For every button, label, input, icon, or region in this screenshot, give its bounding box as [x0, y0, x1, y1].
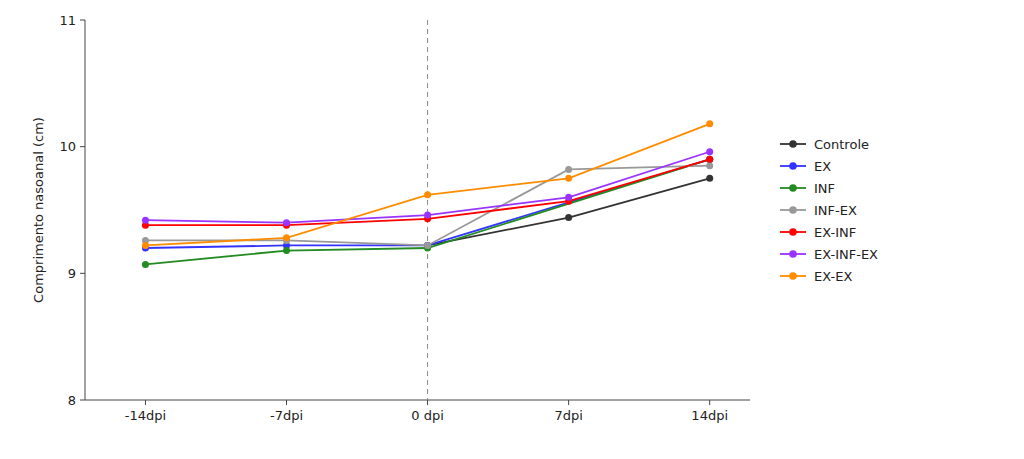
x-tick [568, 400, 569, 405]
series-line [145, 124, 709, 246]
series-line [145, 166, 709, 246]
legend-label: INF [814, 181, 835, 196]
series-point [706, 120, 713, 127]
series-line [145, 159, 709, 248]
y-tick-label: 11 [59, 13, 76, 28]
x-tick-label: 7dpi [554, 408, 582, 423]
legend-marker [789, 250, 797, 258]
series-point [706, 162, 713, 169]
series-1 [142, 156, 713, 252]
series-4 [142, 156, 713, 229]
y-tick-label: 9 [68, 266, 76, 281]
series-2 [142, 156, 713, 268]
series-5 [142, 148, 713, 226]
series-point [565, 194, 572, 201]
x-tick-label: 0 dpi [411, 408, 444, 423]
series-point [424, 191, 431, 198]
series-point [142, 217, 149, 224]
series-point [142, 261, 149, 268]
legend-marker [789, 162, 797, 170]
x-axis-line [85, 400, 750, 401]
series-point [283, 219, 290, 226]
y-tick-label: 10 [59, 139, 76, 154]
y-tick [80, 20, 85, 21]
legend-label: Controle [814, 137, 869, 152]
legend-label: EX-INF [814, 225, 856, 240]
legend-marker [789, 184, 797, 192]
legend-label: INF-EX [814, 203, 857, 218]
y-axis-label: Comprimento nasoanal (cm) [31, 117, 46, 303]
x-tick-label: 14dpi [691, 408, 728, 423]
y-axis-line [85, 20, 86, 400]
series-point [142, 242, 149, 249]
x-tick [145, 400, 146, 405]
y-tick [80, 400, 85, 401]
chart-container: -14dpi -7dpi 0 dpi 7dpi 14dpi 8 9 10 11 Comprimen… [0, 0, 1024, 459]
series-line [145, 159, 709, 225]
chart-svg: -14dpi -7dpi 0 dpi 7dpi 14dpi 8 9 10 11 Comprimen… [0, 0, 1024, 459]
legend: Controle EX INF INF-EX EX-INF EX-INF-EX EX-EX [780, 137, 878, 284]
series-point [565, 214, 572, 221]
series-3 [142, 162, 713, 249]
x-tick-label: -7dpi [270, 408, 303, 423]
axes: -14dpi -7dpi 0 dpi 7dpi 14dpi 8 9 10 11 Comprimen… [31, 13, 750, 424]
x-tick [427, 400, 428, 405]
series-point [706, 156, 713, 163]
legend-label: EX [814, 159, 831, 174]
x-tick [709, 400, 710, 405]
series-point [706, 156, 713, 163]
series-line [145, 152, 709, 223]
y-tick-label: 8 [68, 393, 76, 408]
plot-area [142, 20, 713, 400]
series-point [424, 242, 431, 249]
series-line [145, 159, 709, 264]
legend-label: EX-INF-EX [814, 247, 878, 262]
series-point [706, 156, 713, 163]
series-point [424, 212, 431, 219]
series-point [565, 166, 572, 173]
vline [427, 20, 428, 400]
x-tick [286, 400, 287, 405]
series-point [283, 234, 290, 241]
legend-label: EX-EX [814, 269, 852, 284]
x-tick-label: -14dpi [125, 408, 166, 423]
legend-marker [789, 140, 797, 148]
y-tick [80, 146, 85, 147]
legend-marker [789, 272, 797, 280]
y-tick [80, 273, 85, 274]
series-point [283, 247, 290, 254]
series-point [424, 242, 431, 249]
series-point [565, 175, 572, 182]
series-point [706, 148, 713, 155]
series-point [424, 242, 431, 249]
series-point [706, 175, 713, 182]
legend-marker [789, 206, 797, 214]
series-6 [142, 120, 713, 249]
legend-marker [789, 228, 797, 236]
series-0 [424, 175, 713, 249]
